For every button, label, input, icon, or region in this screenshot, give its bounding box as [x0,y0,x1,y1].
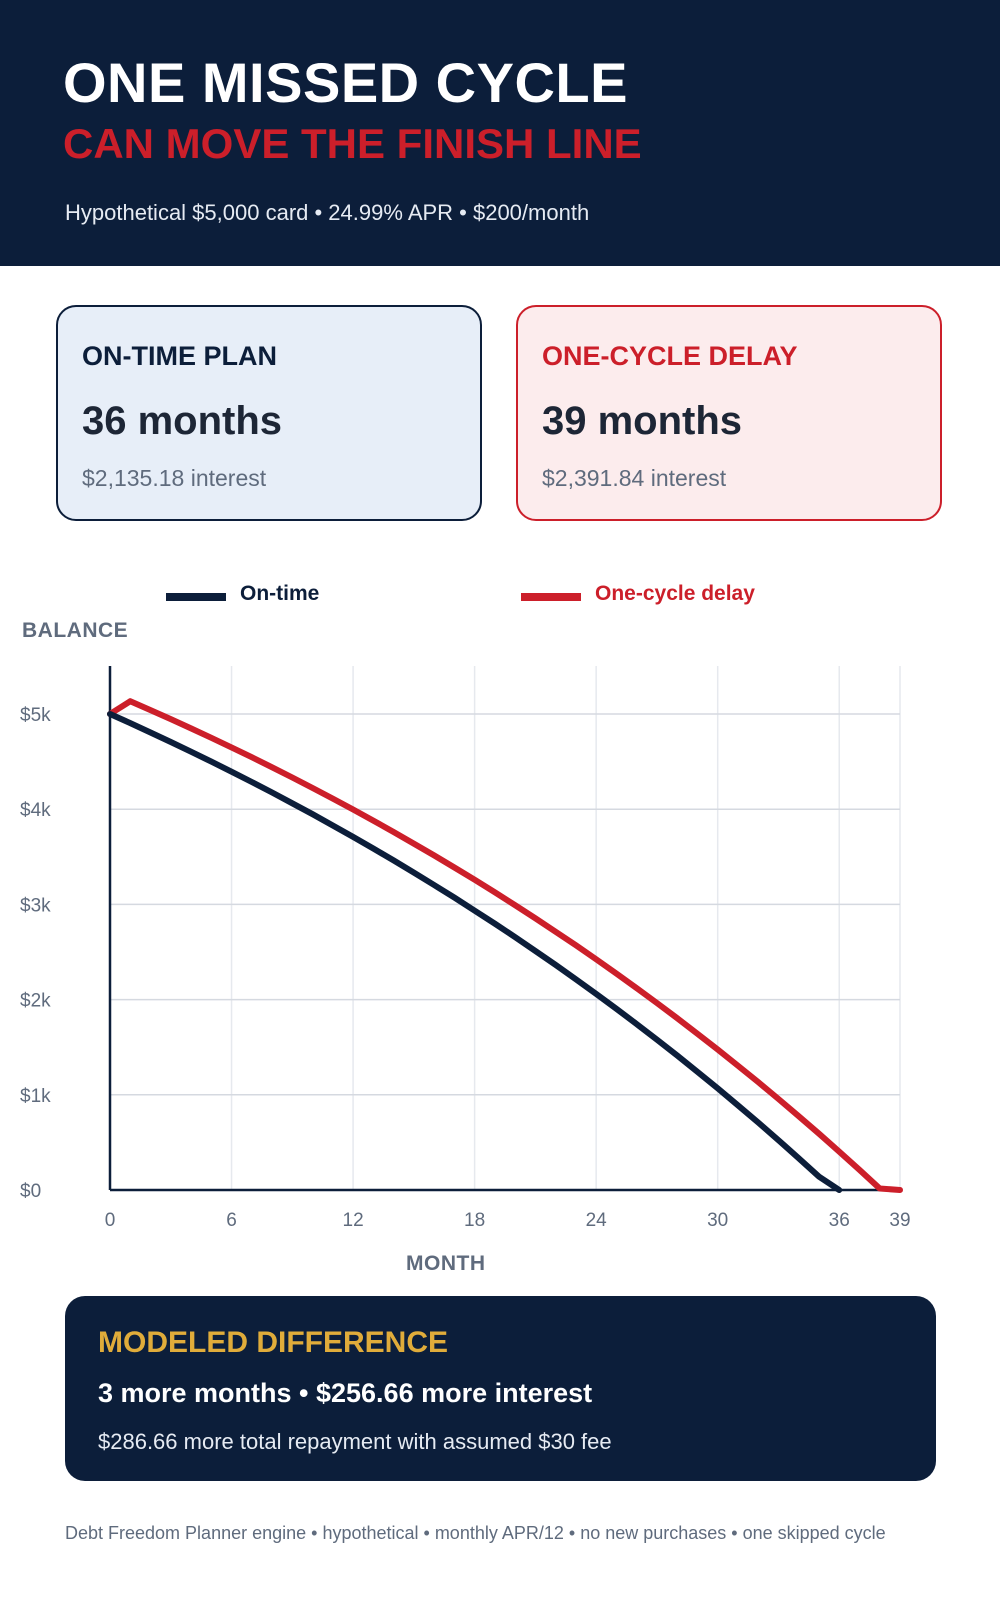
delay-card-value: 39 months [542,399,743,443]
page-title-secondary: CAN MOVE THE FINISH LINE [63,120,642,167]
y-axis-title: BALANCE [22,619,129,642]
ontime-plan-card: ON-TIME PLAN 36 months $2,135.18 interes… [56,305,482,521]
footnote: Debt Freedom Planner engine • hypothetic… [65,1523,886,1543]
y-tick-label: $5k [20,705,51,726]
delay-plan-card: ONE-CYCLE DELAY 39 months $2,391.84 inte… [516,305,942,521]
summary-sub: $286.66 more total repayment with assume… [98,1429,612,1454]
x-tick-label: 30 [707,1210,728,1231]
ontime-series-line [107,711,843,1193]
legend-ontime: On-time [166,582,319,606]
summary-main: 3 more months • $256.66 more interest [98,1378,593,1408]
ontime-card-interest: $2,135.18 interest [82,465,267,491]
page-subtitle: Hypothetical $5,000 card • 24.99% APR • … [65,200,590,225]
x-tick-label: 18 [464,1210,485,1231]
x-tick-label: 12 [343,1210,364,1231]
ontime-card-label: ON-TIME PLAN [82,341,277,371]
ontime-card-value: 36 months [82,399,283,443]
legend-delay: One-cycle delay [521,582,755,606]
delay-series-line [107,698,903,1193]
x-tick-label: 0 [105,1210,116,1231]
y-tick-label: $0 [20,1181,41,1202]
balance-chart: $0 $1k $2k $3k $4k $5k 0 6 12 18 24 30 36 39 [20,666,911,1231]
page-title: ONE MISSED CYCLE [63,51,628,114]
legend-delay-label: One-cycle delay [595,582,755,605]
x-tick-label: 36 [829,1210,850,1231]
delay-card-interest: $2,391.84 interest [542,465,727,491]
summary-title: MODELED DIFFERENCE [98,1326,449,1359]
x-tick-label: 24 [586,1210,608,1231]
x-axis-title: MONTH [406,1252,486,1275]
y-tick-label: $2k [20,991,51,1012]
modeled-difference-panel: MODELED DIFFERENCE 3 more months • $256.… [65,1296,936,1481]
y-tick-label: $4k [20,800,51,821]
x-tick-label: 6 [226,1210,237,1231]
legend-ontime-label: On-time [240,582,320,605]
x-tick-label: 39 [889,1210,910,1231]
legend-delay-swatch [521,593,581,601]
header-banner: ONE MISSED CYCLE CAN MOVE THE FINISH LIN… [0,0,1000,266]
y-tick-label: $3k [20,895,51,916]
legend-ontime-swatch [166,593,226,601]
y-tick-label: $1k [20,1086,51,1107]
delay-card-label: ONE-CYCLE DELAY [542,341,798,371]
